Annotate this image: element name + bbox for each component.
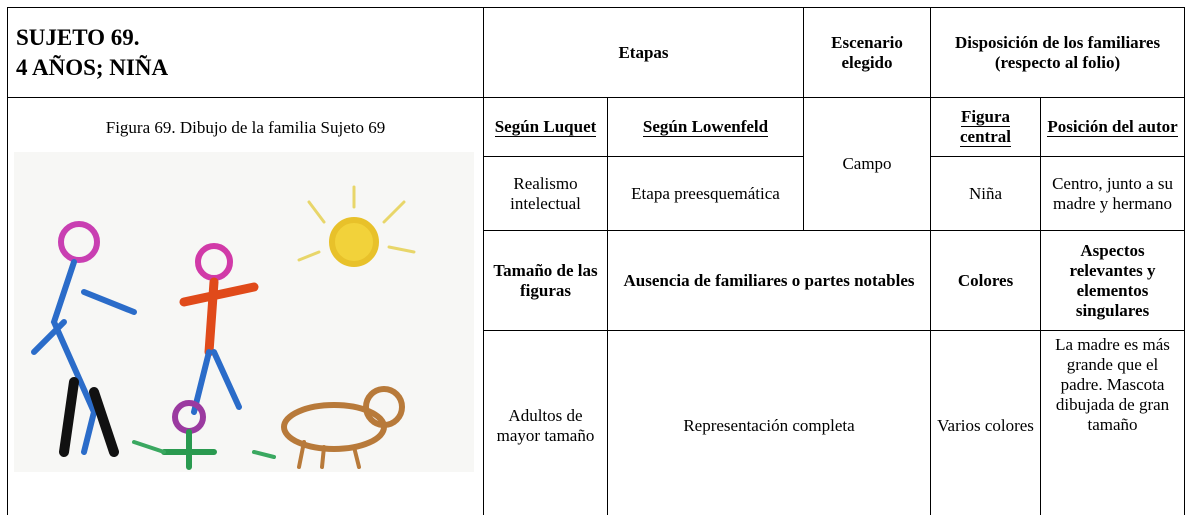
- title: 4 AÑOS; NIÑA: [16, 54, 169, 80]
- family-table: SUJETO 69. 4 AÑOS; NIÑA Etapas Escenario …: [7, 7, 1186, 515]
- header-cell: Colores: [930, 230, 1042, 331]
- cell: Realismo intelectual: [483, 156, 608, 231]
- cell: La madre es más grande que el padre. Mas…: [1040, 330, 1186, 515]
- figure-cell: Figura 69. Dibujo de la familia Sujeto 6…: [7, 97, 484, 515]
- cell: Niña: [930, 156, 1042, 231]
- header-text: Figura central: [960, 107, 1011, 147]
- header-cell: Disposición de los familiares (respecto a…: [930, 7, 1186, 98]
- header-cell: Posición del autor: [1040, 97, 1186, 157]
- header-cell: Figura central: [930, 97, 1042, 157]
- cell: Campo: [803, 97, 932, 231]
- header-cell: Según Luquet: [483, 97, 608, 157]
- child-drawing: [14, 152, 474, 472]
- header-text: Posición del autor: [1047, 117, 1178, 137]
- title-cell: SUJETO 69. 4 AÑOS; NIÑA: [7, 7, 484, 98]
- cell: Representación completa: [606, 330, 932, 515]
- header-text: (respecto al folio): [994, 52, 1121, 72]
- header-text: Según Luquet: [494, 117, 597, 137]
- figure-caption: Figura 69. Dibujo de la familia Sujeto 6…: [105, 118, 386, 137]
- header-cell: Escenario elegido: [803, 7, 932, 98]
- header-cell: Según Lowenfeld: [606, 97, 805, 157]
- header-cell: Tamaño de las figuras: [483, 230, 608, 331]
- header-cell: Etapas: [482, 7, 805, 98]
- header-text: Según Lowenfeld: [642, 117, 769, 137]
- header-text: Disposición de los familiares: [954, 32, 1161, 52]
- header-cell: Aspectos relevantes y elementos singular…: [1040, 230, 1186, 331]
- title: SUJETO 69.: [16, 24, 140, 50]
- header-cell: Ausencia de familiares o partes notables: [606, 230, 932, 331]
- cell: Varios colores: [930, 330, 1042, 515]
- cell: Etapa preesquemática: [606, 156, 805, 231]
- cell: Centro, junto a su madre y hermano: [1040, 156, 1186, 231]
- cell: Adultos de mayor tamaño: [483, 330, 608, 515]
